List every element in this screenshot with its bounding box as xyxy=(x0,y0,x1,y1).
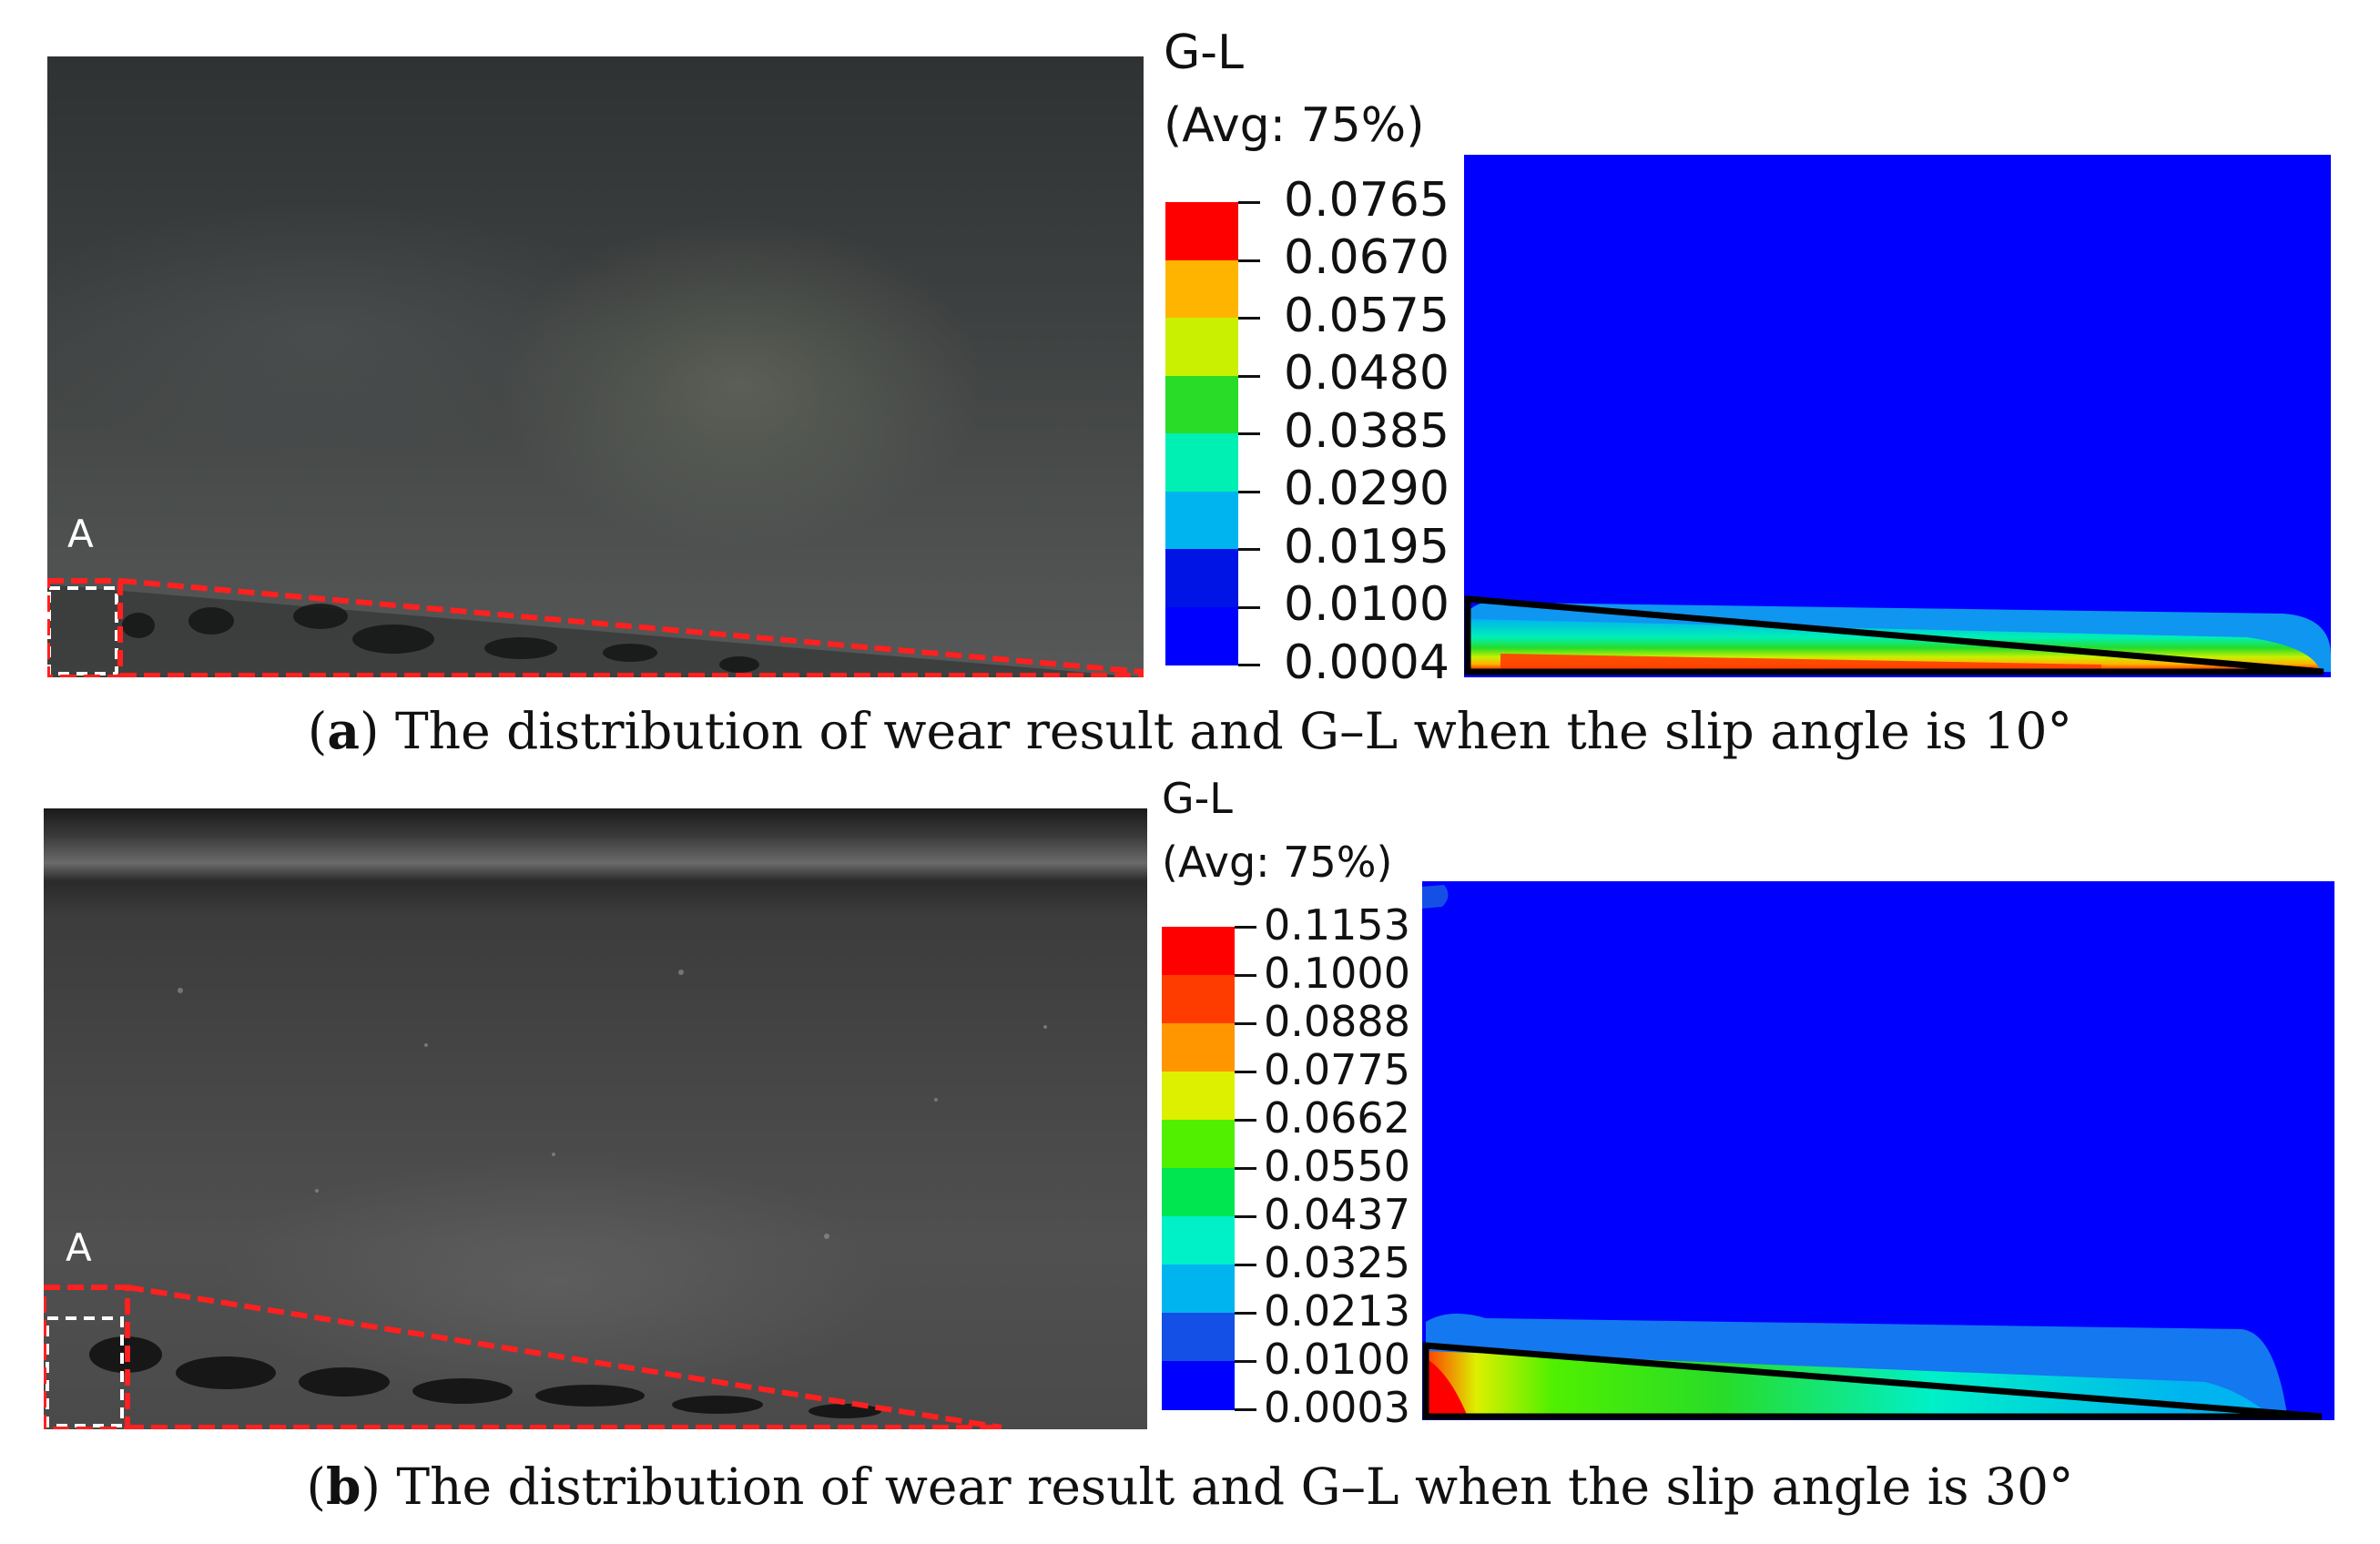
legend-tick-mark xyxy=(1238,432,1260,435)
legend-tick-mark xyxy=(1235,1167,1256,1170)
legend-tick-label: 0.0213 xyxy=(1264,1286,1410,1336)
legend-tick-mark xyxy=(1238,605,1260,609)
legend-title-b: G-L xyxy=(1162,774,1233,823)
legend-band xyxy=(1165,433,1238,493)
caption-letter-b: b xyxy=(325,1457,361,1516)
legend-band xyxy=(1165,606,1238,665)
legend-tick-label: 0.0670 xyxy=(1284,230,1449,286)
legend-tick-label: 0.1153 xyxy=(1264,900,1410,950)
legend-tick-mark xyxy=(1238,664,1260,666)
caption-a: (a) The distribution of wear result and … xyxy=(307,701,2073,760)
legend-band xyxy=(1162,1313,1235,1362)
caption-letter-a: a xyxy=(327,701,361,760)
legend-tick-label: 0.0575 xyxy=(1284,288,1449,343)
legend-subtitle-a: (Avg: 75%) xyxy=(1164,98,1425,153)
legend-band xyxy=(1162,1072,1235,1121)
legend-tick-label: 0.0003 xyxy=(1264,1383,1410,1433)
legend-tick-mark xyxy=(1238,201,1260,204)
legend-tick-mark xyxy=(1235,1360,1256,1363)
legend-band xyxy=(1165,318,1238,377)
legend-tick-label: 0.0290 xyxy=(1284,462,1449,517)
legend-tick-label: 0.0325 xyxy=(1264,1238,1410,1288)
legend-tick-mark xyxy=(1238,259,1260,262)
caption-b: (b) The distribution of wear result and … xyxy=(306,1457,2074,1516)
legend-tick-mark xyxy=(1238,490,1260,493)
legend-tick-mark xyxy=(1238,317,1260,320)
legend-band xyxy=(1165,375,1238,434)
legend-band xyxy=(1165,202,1238,261)
legend-tick-mark xyxy=(1238,374,1260,378)
legend-tick-mark xyxy=(1235,1312,1256,1315)
photo-label-b: A xyxy=(66,1225,92,1270)
wear-overlay-b xyxy=(44,970,1047,1429)
contact-outline-b xyxy=(1422,1342,2323,1420)
color-legend-b xyxy=(1162,927,1271,1410)
contour-band-b xyxy=(1426,1351,2269,1417)
legend-band xyxy=(1162,1168,1235,1217)
legend-tick-mark xyxy=(1235,1071,1256,1073)
legend-tick-label: 0.0195 xyxy=(1284,519,1449,574)
legend-tick-mark xyxy=(1235,1408,1256,1411)
fe-contour-plot-b xyxy=(1422,881,2334,1420)
wear-photo-a: A xyxy=(47,56,1144,677)
legend-tick-mark xyxy=(1235,926,1256,929)
photo-label-a: A xyxy=(67,512,94,556)
legend-tick-label: 0.0437 xyxy=(1264,1190,1410,1240)
field-background-a xyxy=(1464,155,2331,677)
caption-text-a: The distribution of wear result and G–L … xyxy=(394,702,2073,760)
legend-band xyxy=(1165,491,1238,550)
legend-band xyxy=(1162,1361,1235,1410)
legend-tick-mark xyxy=(1235,1119,1256,1122)
legend-title-a: G-L xyxy=(1164,25,1245,80)
legend-subtitle-b: (Avg: 75%) xyxy=(1162,838,1393,887)
legend-band xyxy=(1162,1216,1235,1265)
legend-tick-label: 0.0775 xyxy=(1264,1045,1410,1095)
legend-band xyxy=(1162,927,1235,976)
legend-band xyxy=(1162,1265,1235,1314)
legend-tick-label: 0.0888 xyxy=(1264,997,1410,1047)
legend-tick-mark xyxy=(1235,1022,1256,1025)
legend-tick-label: 0.0004 xyxy=(1284,635,1449,690)
caption-text-b: The distribution of wear result and G–L … xyxy=(396,1458,2074,1516)
legend-band xyxy=(1165,549,1238,608)
legend-tick-label: 0.0550 xyxy=(1264,1142,1410,1192)
legend-tick-label: 0.0100 xyxy=(1264,1335,1410,1385)
legend-band xyxy=(1165,259,1238,319)
legend-band xyxy=(1162,1023,1235,1072)
wear-overlay-a xyxy=(47,578,1144,677)
legend-tick-label: 0.1000 xyxy=(1264,949,1410,999)
legend-tick-mark xyxy=(1238,548,1260,551)
legend-tick-label: 0.0765 xyxy=(1284,172,1449,228)
legend-band xyxy=(1162,975,1235,1024)
contact-outline-a xyxy=(1464,595,2324,676)
color-legend-a xyxy=(1165,202,1275,665)
wear-photo-b: A xyxy=(44,808,1147,1429)
legend-tick-mark xyxy=(1235,1264,1256,1266)
legend-tick-mark xyxy=(1235,1215,1256,1218)
legend-tick-label: 0.0662 xyxy=(1264,1093,1410,1143)
legend-tick-label: 0.0480 xyxy=(1284,346,1449,401)
legend-tick-label: 0.0100 xyxy=(1284,577,1449,633)
legend-band xyxy=(1162,1120,1235,1169)
legend-tick-label: 0.0385 xyxy=(1284,403,1449,459)
fe-contour-plot-a xyxy=(1464,155,2331,677)
legend-tick-mark xyxy=(1235,974,1256,977)
